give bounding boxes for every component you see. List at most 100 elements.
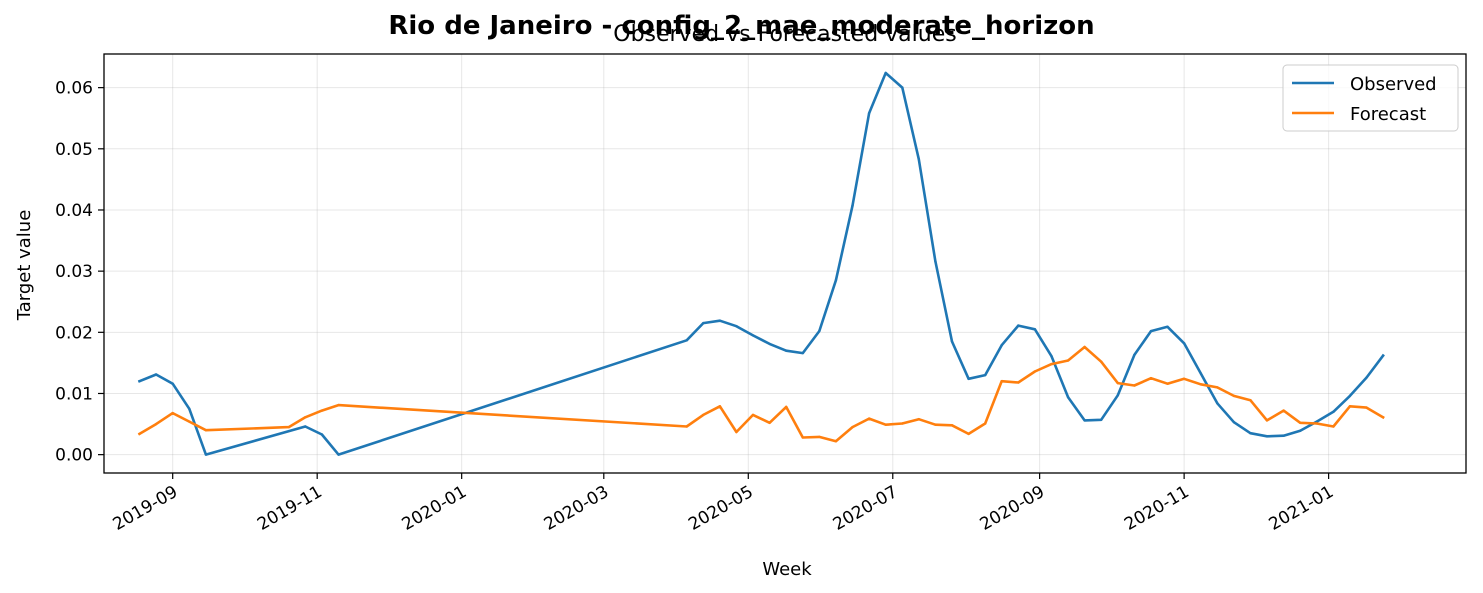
data-point-observed bbox=[1265, 435, 1269, 438]
data-point-observed bbox=[1216, 402, 1219, 405]
data-point-observed bbox=[337, 453, 340, 456]
data-point-observed bbox=[917, 158, 920, 161]
data-point-forecast bbox=[1199, 383, 1202, 386]
legend: Observed Forecast bbox=[1282, 64, 1459, 132]
data-point-observed bbox=[950, 340, 954, 343]
data-point-observed bbox=[884, 71, 887, 75]
legend-frame bbox=[1282, 64, 1459, 132]
data-point-forecast bbox=[171, 411, 174, 415]
data-point-forecast bbox=[1315, 422, 1319, 425]
x-axis-label: Week bbox=[762, 559, 812, 580]
data-point-observed bbox=[685, 339, 688, 342]
data-point-forecast bbox=[337, 403, 340, 407]
data-point-forecast bbox=[1050, 362, 1053, 366]
data-point-forecast bbox=[1017, 381, 1020, 384]
data-point-forecast bbox=[1182, 377, 1186, 380]
series-line-forecast bbox=[137, 345, 1385, 443]
data-point-forecast bbox=[1249, 399, 1252, 402]
data-point-observed bbox=[1381, 354, 1385, 357]
data-point-forecast bbox=[984, 422, 987, 425]
data-point-observed bbox=[1017, 324, 1020, 327]
data-point-observed bbox=[1116, 394, 1120, 397]
data-point-forecast bbox=[1332, 425, 1335, 428]
axes-title: Observed vs Forecasted values bbox=[613, 22, 957, 47]
x-tick-label: 2019-09 bbox=[110, 482, 182, 535]
data-point-forecast bbox=[138, 432, 141, 436]
data-point-observed bbox=[1182, 342, 1186, 345]
data-point-observed bbox=[204, 453, 208, 456]
grid-lines bbox=[104, 54, 1466, 473]
data-point-forecast bbox=[188, 420, 191, 423]
data-point-observed bbox=[834, 279, 838, 282]
data-point-forecast bbox=[834, 440, 838, 443]
y-tick-label: 0.00 bbox=[55, 446, 93, 466]
x-tick-label: 2020-11 bbox=[1121, 482, 1193, 535]
data-point-observed bbox=[1149, 329, 1153, 333]
data-point-observed bbox=[801, 351, 804, 355]
data-point-forecast bbox=[204, 429, 208, 432]
data-point-forecast bbox=[1100, 360, 1103, 363]
data-point-forecast bbox=[1166, 382, 1169, 385]
data-point-forecast bbox=[1133, 384, 1136, 387]
data-point-observed bbox=[1133, 353, 1136, 357]
x-tick-label: 2020-03 bbox=[541, 482, 613, 535]
data-point-forecast bbox=[867, 417, 871, 420]
data-point-forecast bbox=[1083, 345, 1086, 349]
data-point-observed bbox=[188, 407, 191, 410]
y-tick-label: 0.04 bbox=[55, 201, 93, 221]
data-point-observed bbox=[138, 380, 141, 383]
data-point-observed bbox=[154, 373, 158, 376]
data-point-forecast bbox=[818, 435, 821, 439]
data-point-forecast bbox=[304, 416, 307, 419]
data-point-forecast bbox=[287, 425, 290, 429]
data-point-observed bbox=[967, 377, 970, 380]
data-point-observed bbox=[718, 319, 722, 322]
y-tick-label: 0.03 bbox=[55, 262, 93, 282]
legend-label-forecast: Forecast bbox=[1350, 104, 1426, 125]
data-point-observed bbox=[1000, 344, 1003, 347]
data-point-forecast bbox=[320, 409, 324, 412]
series-line-observed bbox=[137, 71, 1385, 456]
plot-frame bbox=[103, 53, 1467, 474]
data-point-observed bbox=[901, 86, 904, 89]
data-point-forecast bbox=[1282, 409, 1285, 412]
x-tick-label: 2020-05 bbox=[685, 482, 757, 535]
x-tick-label: 2019-11 bbox=[254, 482, 326, 535]
y-axis-ticks: 0.00 0.01 0.02 0.03 0.04 0.05 0.06 bbox=[55, 79, 104, 466]
data-point-observed bbox=[984, 373, 987, 377]
data-point-observed bbox=[851, 204, 854, 207]
data-point-forecast bbox=[1033, 370, 1037, 373]
data-point-forecast bbox=[768, 421, 771, 424]
y-tick-label: 0.02 bbox=[55, 323, 93, 343]
x-tick-label: 2020-01 bbox=[399, 482, 471, 535]
data-point-forecast bbox=[735, 430, 738, 434]
data-point-forecast bbox=[785, 405, 788, 409]
data-point-observed bbox=[751, 334, 755, 337]
data-point-forecast bbox=[934, 423, 937, 426]
data-point-observed bbox=[1050, 355, 1053, 358]
data-point-forecast bbox=[1365, 406, 1368, 409]
data-point-forecast bbox=[1232, 394, 1236, 398]
data-point-observed bbox=[1100, 418, 1103, 421]
legend-label-observed: Observed bbox=[1350, 74, 1437, 95]
x-tick-label: 2020-07 bbox=[830, 482, 902, 535]
data-point-observed bbox=[1249, 432, 1252, 435]
data-point-observed bbox=[934, 260, 937, 263]
data-point-forecast bbox=[851, 425, 854, 429]
data-point-observed bbox=[1033, 328, 1037, 331]
data-point-observed bbox=[735, 325, 738, 328]
y-tick-label: 0.05 bbox=[55, 140, 93, 160]
data-point-observed bbox=[171, 382, 174, 385]
data-point-forecast bbox=[1000, 380, 1003, 383]
data-point-observed bbox=[702, 321, 705, 325]
data-point-observed bbox=[1166, 325, 1169, 328]
data-point-observed bbox=[768, 342, 771, 346]
series-lines bbox=[137, 71, 1385, 456]
figure-suptitle: Rio de Janeiro - config_2_mae_moderate_h… bbox=[388, 11, 1095, 41]
data-point-observed bbox=[1083, 419, 1086, 422]
data-point-forecast bbox=[685, 425, 688, 428]
data-point-observed bbox=[1066, 396, 1070, 399]
data-point-forecast bbox=[1381, 416, 1385, 419]
data-point-observed bbox=[867, 112, 871, 115]
